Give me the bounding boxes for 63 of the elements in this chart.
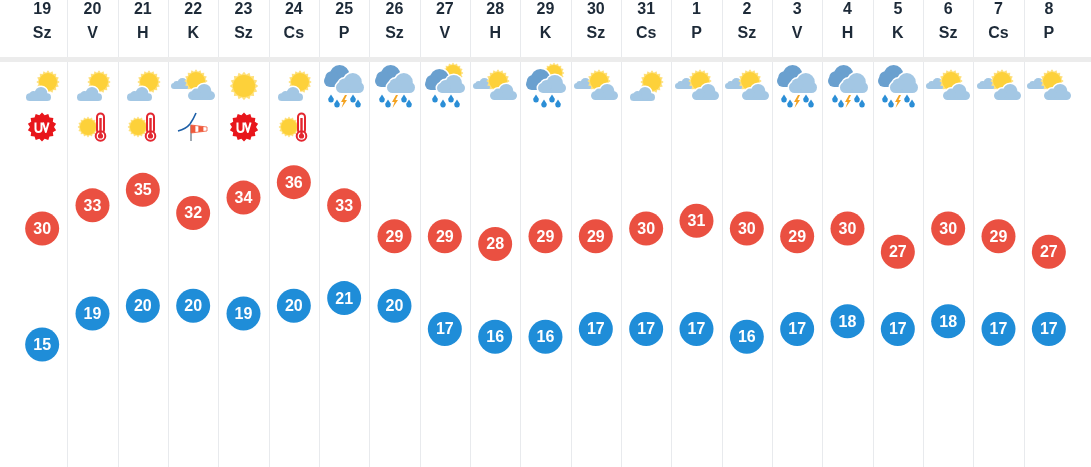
data-label: 17 [586,320,605,338]
data-label: 18 [939,312,958,330]
data-label: 29 [586,227,605,245]
data-label: 33 [83,196,102,214]
x-tick-label: 5 K [892,0,905,42]
data-label: 36 [284,173,303,191]
data-label: 27 [1039,243,1058,261]
data-label: 20 [133,297,152,315]
data-label: 16 [486,328,505,346]
data-label: 30 [637,219,656,237]
data-label: 31 [687,212,706,230]
x-tick-label: 22 K [184,0,203,42]
data-label: 30 [33,219,52,237]
x-tick-label: 24 Cs [283,0,305,42]
data-label: 17 [888,320,907,338]
data-label: 20 [385,297,404,315]
data-label: 35 [133,181,152,199]
data-label: 19 [234,304,253,322]
data-label: 16 [536,328,555,346]
data-label: 17 [788,320,807,338]
x-tick-label: 31 Cs [635,0,657,42]
data-label: 17 [637,320,656,338]
data-label: 19 [83,304,102,322]
x-tick-label: 8 P [1043,0,1055,42]
data-label: 33 [335,196,354,214]
x-tick-label: 7 Cs [988,0,1009,42]
data-label: 16 [737,328,756,346]
data-label: 17 [435,320,454,338]
x-tick-label: 25 P [335,0,354,42]
x-tick-label: 28 H [486,0,505,42]
data-label: 29 [385,227,404,245]
x-tick-label: 20 V [83,0,102,42]
data-label: 17 [989,320,1008,338]
data-label: 20 [284,297,303,315]
x-tick-label: 19 Sz [32,0,52,42]
data-label: 30 [939,219,958,237]
data-label: 17 [687,320,706,338]
data-label: 18 [838,312,857,330]
x-tick-label: 30 Sz [586,0,606,42]
data-label: 21 [335,289,354,307]
data-label: 29 [788,227,807,245]
data-label: 29 [435,227,454,245]
data-label: 29 [989,227,1008,245]
data-label: 17 [1039,320,1058,338]
data-label: 30 [838,219,857,237]
x-tick-label: 2 Sz [737,0,757,42]
data-label: 32 [184,204,203,222]
data-label: 27 [888,243,907,261]
x-tick-label: 23 Sz [234,0,253,42]
x-tick-label: 21 H [133,0,152,42]
data-label: 15 [33,335,52,353]
x-tick-label: 3 V [791,0,803,42]
x-tick-label: 27 V [435,0,454,42]
data-label: 30 [737,219,756,237]
x-tick-label: 4 H [841,0,854,42]
x-tick-label: 26 Sz [385,0,404,42]
x-tick-label: 1 P [691,0,703,42]
data-label: 34 [234,189,253,207]
x-tick-label: 29 K [536,0,555,42]
x-tick-label: 6 Sz [938,0,958,42]
data-label: 20 [184,297,203,315]
data-label: 28 [486,235,505,253]
data-label: 29 [536,227,555,245]
